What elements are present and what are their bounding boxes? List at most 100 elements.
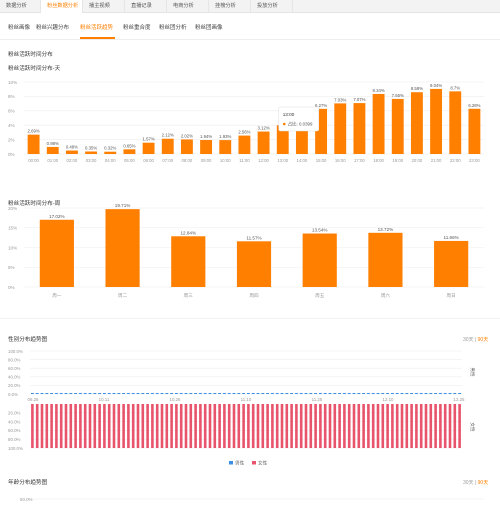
male-bar bbox=[227, 393, 231, 394]
male-bar bbox=[237, 393, 241, 394]
female-bar bbox=[31, 404, 34, 448]
bar bbox=[302, 233, 337, 287]
male-bar bbox=[342, 393, 346, 394]
x-tick-label: 07:00 bbox=[162, 158, 173, 163]
female-bar bbox=[381, 404, 385, 448]
male-bar bbox=[357, 393, 361, 394]
bar bbox=[104, 151, 117, 154]
male-bar bbox=[208, 393, 212, 394]
x-tick-label: 01:00 bbox=[47, 158, 58, 163]
bar bbox=[430, 88, 443, 154]
y-tick-label: 8% bbox=[8, 94, 15, 99]
top-tab-videos[interactable]: 播主视频 bbox=[83, 0, 125, 13]
top-tab-ecommerce[interactable]: 电商分析 bbox=[167, 0, 209, 13]
x-tick-label: 09:00 bbox=[201, 158, 212, 163]
male-bar bbox=[107, 393, 111, 394]
male-bar bbox=[419, 393, 423, 394]
male-bar bbox=[448, 393, 452, 394]
data-label: 19.71% bbox=[115, 203, 131, 208]
age-range-30d-button[interactable]: 30天 bbox=[463, 480, 474, 486]
x-tick-label: 11.10 bbox=[241, 397, 252, 402]
female-bar bbox=[117, 404, 121, 448]
female-bar bbox=[280, 404, 284, 448]
x-tick-label: 11.25 bbox=[312, 397, 323, 402]
male-bar bbox=[117, 393, 121, 394]
female-bar bbox=[295, 404, 298, 448]
female-bar bbox=[328, 404, 332, 448]
data-label: 1.93% bbox=[219, 134, 231, 139]
top-tab-live[interactable]: 直播记录 bbox=[125, 0, 167, 13]
y-tick-label: 0% bbox=[8, 285, 15, 290]
sub-tab-fan-group-portrait[interactable]: 粉丝团画像 bbox=[195, 25, 223, 31]
tooltip-value: 占比: 0.0399 bbox=[288, 121, 313, 128]
x-tick-label: 周六 bbox=[381, 292, 391, 299]
sub-tab-fan-group[interactable]: 粉丝团分析 bbox=[159, 25, 187, 31]
female-bar bbox=[199, 404, 202, 448]
sub-tab-portrait[interactable]: 粉丝画像 bbox=[8, 25, 31, 31]
female-bar bbox=[175, 404, 178, 448]
male-bar bbox=[222, 393, 226, 394]
male-side-label: 男性 bbox=[469, 367, 476, 377]
sub-tab-overlap[interactable]: 粉丝重合度 bbox=[123, 25, 151, 31]
x-tick-label: 22:00 bbox=[450, 158, 461, 163]
top-tab-fan-data[interactable]: 粉丝数据分析 bbox=[41, 0, 83, 13]
male-bar bbox=[458, 393, 462, 394]
female-bar bbox=[434, 404, 437, 448]
data-label: 0.65% bbox=[123, 143, 135, 148]
female-bar bbox=[103, 404, 106, 448]
female-bar bbox=[40, 404, 44, 448]
male-bar bbox=[218, 393, 222, 394]
bar bbox=[372, 93, 385, 154]
male-bar bbox=[438, 393, 442, 394]
y-tick-label: 80.0% bbox=[8, 357, 21, 362]
female-bar bbox=[237, 404, 241, 448]
bar bbox=[334, 103, 347, 154]
male-bar bbox=[290, 393, 294, 394]
female-bar bbox=[107, 404, 111, 448]
bar bbox=[449, 91, 462, 154]
top-tab-ranking[interactable]: 挂榜分析 bbox=[209, 0, 251, 13]
male-bar bbox=[395, 393, 399, 394]
x-tick-label: 05:00 bbox=[124, 158, 135, 163]
range-90d-button[interactable]: 90天 bbox=[477, 337, 489, 343]
male-bar bbox=[213, 393, 217, 394]
x-tick-label: 18:00 bbox=[373, 158, 384, 163]
y-tick-label: 6% bbox=[8, 109, 15, 114]
female-bar bbox=[271, 404, 274, 448]
female-bar bbox=[410, 404, 413, 448]
range-30d-button[interactable]: 30天 bbox=[463, 337, 474, 343]
age-range-90d-button[interactable]: 90天 bbox=[477, 480, 489, 486]
male-bar bbox=[410, 393, 414, 394]
sub-tab-active-trend[interactable]: 粉丝活跃趋势 bbox=[80, 25, 114, 31]
male-bar bbox=[136, 393, 140, 394]
female-bar bbox=[35, 404, 39, 448]
female-bar bbox=[69, 404, 73, 448]
top-tab-ads[interactable]: 投放分析 bbox=[251, 0, 293, 13]
sub-tab-interest[interactable]: 粉丝兴趣分布 bbox=[36, 25, 70, 31]
y-tick-label: 40.0% bbox=[8, 375, 21, 380]
data-label: 9.04% bbox=[430, 83, 442, 88]
male-bar bbox=[141, 393, 145, 394]
gender-range-toggle: 30天 | 90天 bbox=[463, 336, 488, 343]
female-bar bbox=[131, 404, 135, 448]
male-bar bbox=[40, 393, 44, 394]
y-tick-label: 100.0% bbox=[8, 349, 23, 354]
data-label: 11.66% bbox=[444, 235, 459, 240]
y-tick-label: 4% bbox=[8, 123, 15, 128]
male-bar bbox=[83, 393, 87, 394]
male-bar bbox=[323, 393, 327, 394]
male-bar bbox=[347, 393, 351, 394]
x-tick-label: 14:00 bbox=[297, 158, 308, 163]
bar bbox=[468, 108, 481, 154]
top-tab-data-analysis[interactable]: 数据分析 bbox=[0, 0, 41, 13]
male-bar bbox=[352, 393, 356, 394]
female-bar bbox=[194, 404, 197, 448]
female-bar bbox=[371, 404, 375, 448]
male-bar bbox=[280, 393, 284, 394]
age-trend-chart: 50.0% bbox=[20, 497, 484, 502]
male-bar bbox=[160, 393, 164, 394]
female-bar bbox=[429, 404, 433, 448]
female-bar bbox=[213, 404, 217, 448]
female-bar bbox=[352, 404, 356, 448]
male-bar bbox=[150, 393, 154, 394]
